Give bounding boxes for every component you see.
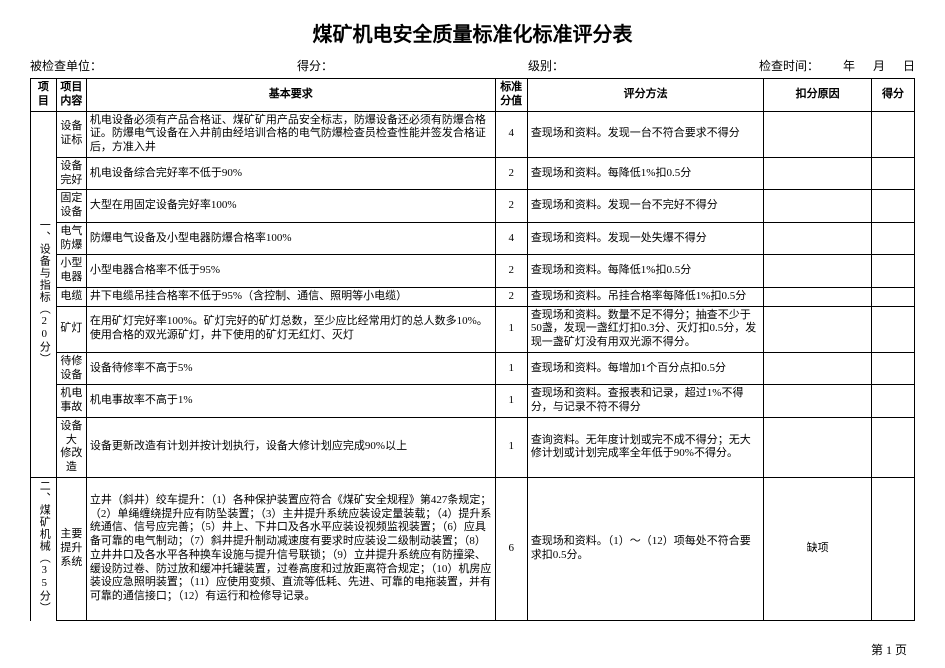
col-method: 评分方法 [527,79,764,112]
col-requirement: 基本要求 [86,79,495,112]
req-cell: 在用矿灯完好率100%。矿灯完好的矿灯总数，至少应比经常用灯的总人数多10%。使… [86,306,495,352]
table-row: 矿灯 在用矿灯完好率100%。矿灯完好的矿灯总数，至少应比经常用灯的总人数多10… [31,306,915,352]
kfyy-cell [764,222,872,255]
sub-label: 电气 防爆 [56,222,86,255]
table-row: 设备 完好 机电设备综合完好率不低于90% 2 查现场和资料。每降低1%扣0.5… [31,157,915,190]
table-row: 一、设备与指标（20分） 设备 证标 机电设备必须有产品合格证、煤矿矿用产品安全… [31,111,915,157]
score-cell: 4 [495,111,527,157]
kfyy-cell [764,157,872,190]
day-label: 日 [903,57,915,74]
df-cell [871,111,914,157]
table-row: 固定 设备 大型在用固定设备完好率100% 2 查现场和资料。发现一台不完好不得… [31,190,915,223]
method-cell: 查现场和资料。每降低1%扣0.5分 [527,157,764,190]
sub-label: 设备大 修改造 [56,417,86,477]
kfyy-cell: 缺项 [764,477,872,620]
kfyy-cell [764,385,872,418]
sub-label: 机电 事故 [56,385,86,418]
df-cell [871,157,914,190]
df-cell [871,190,914,223]
method-cell: 查现场和资料。（1）～（12）项每处不符合要求扣0.5分。 [527,477,764,620]
method-cell: 查现场和资料。每增加1个百分点扣0.5分 [527,352,764,385]
sub-label: 设备 证标 [56,111,86,157]
df-cell [871,385,914,418]
req-cell: 机电事故率不高于1% [86,385,495,418]
kfyy-cell [764,352,872,385]
score-cell: 6 [495,477,527,620]
sub-label: 设备 完好 [56,157,86,190]
score-cell: 1 [495,417,527,477]
req-cell: 大型在用固定设备完好率100% [86,190,495,223]
col-project: 项目 [31,79,57,112]
page-title: 煤矿机电安全质量标准化标准评分表 [30,18,915,47]
page-number: 第 1 页 [871,641,907,658]
sub-label: 电缆 [56,287,86,306]
req-cell: 机电设备必须有产品合格证、煤矿矿用产品安全标志，防爆设备还必须有防爆合格证。防爆… [86,111,495,157]
col-std-score: 标准 分值 [495,79,527,112]
req-cell: 小型电器合格率不低于95% [86,255,495,288]
method-cell: 查现场和资料。吊挂合格率每降低1%扣0.5分 [527,287,764,306]
method-cell: 查现场和资料。发现一台不完好不得分 [527,190,764,223]
score-cell: 2 [495,157,527,190]
df-cell [871,417,914,477]
col-project-content: 项目 内容 [56,79,86,112]
sub-label: 矿灯 [56,306,86,352]
df-cell [871,306,914,352]
df-cell [871,255,914,288]
meta-row: 被检查单位： 得分： 级别： 检查时间： 年 月 日 [30,57,915,74]
sub-label: 小型 电器 [56,255,86,288]
year-label: 年 [843,57,855,74]
score-cell: 1 [495,306,527,352]
table-row: 机电 事故 机电事故率不高于1% 1 查现场和资料。查报表和记录，超过1%不得分… [31,385,915,418]
sub-label: 主要 提升 系统 [56,477,86,620]
df-cell [871,352,914,385]
df-cell [871,287,914,306]
req-cell: 防爆电气设备及小型电器防爆合格率100% [86,222,495,255]
df-cell [871,477,914,620]
method-cell: 查询资料。无年度计划或完不成不得分；无大修计划或计划完成率全年低于90%不得分。 [527,417,764,477]
method-cell: 查现场和资料。发现一处失爆不得分 [527,222,764,255]
group2-label: 二、煤矿机械（35分） [37,480,51,614]
req-cell: 设备更新改造有计划并按计划执行，设备大修计划应完成90%以上 [86,417,495,477]
req-cell: 机电设备综合完好率不低于90% [86,157,495,190]
method-cell: 查现场和资料。查报表和记录，超过1%不得分，与记录不符不得分 [527,385,764,418]
df-cell [871,222,914,255]
req-cell: 井下电缆吊挂合格率不低于95%（含控制、通信、照明等小电缆） [86,287,495,306]
req-cell: 立井（斜井）绞车提升：（1）各种保护装置应符合《煤矿安全规程》第427条规定；（… [86,477,495,620]
req-cell: 设备待修率不高于5% [86,352,495,385]
score-cell: 4 [495,222,527,255]
table-row: 设备大 修改造 设备更新改造有计划并按计划执行，设备大修计划应完成90%以上 1… [31,417,915,477]
table-row: 待修 设备 设备待修率不高于5% 1 查现场和资料。每增加1个百分点扣0.5分 [31,352,915,385]
kfyy-cell [764,306,872,352]
score-cell: 2 [495,287,527,306]
unit-label: 被检查单位： [30,57,102,74]
score-label: 得分： [297,57,333,74]
col-deduction-reason: 扣分原因 [764,79,872,112]
score-cell: 2 [495,255,527,288]
kfyy-cell [764,287,872,306]
method-cell: 查现场和资料。数量不足不得分；抽查不少于50盏，发现一盏红灯扣0.3分、灭灯扣0… [527,306,764,352]
sub-label: 待修 设备 [56,352,86,385]
month-label: 月 [873,57,885,74]
col-score: 得分 [871,79,914,112]
method-cell: 查现场和资料。每降低1%扣0.5分 [527,255,764,288]
score-cell: 1 [495,385,527,418]
table-row: 二、煤矿机械（35分） 主要 提升 系统 立井（斜井）绞车提升：（1）各种保护装… [31,477,915,620]
kfyy-cell [764,111,872,157]
kfyy-cell [764,255,872,288]
table-row: 小型 电器 小型电器合格率不低于95% 2 查现场和资料。每降低1%扣0.5分 [31,255,915,288]
kfyy-cell [764,190,872,223]
score-cell: 2 [495,190,527,223]
kfyy-cell [764,417,872,477]
method-cell: 查现场和资料。发现一台不符合要求不得分 [527,111,764,157]
score-cell: 1 [495,352,527,385]
table-row: 电气 防爆 防爆电气设备及小型电器防爆合格率100% 4 查现场和资料。发现一处… [31,222,915,255]
sub-label: 固定 设备 [56,190,86,223]
table-row: 电缆 井下电缆吊挂合格率不低于95%（含控制、通信、照明等小电缆） 2 查现场和… [31,287,915,306]
time-label: 检查时间： [759,57,819,74]
score-table: 项目 项目 内容 基本要求 标准 分值 评分方法 扣分原因 得分 一、设备与指标… [30,78,915,621]
group1-label: 一、设备与指标（20分） [37,219,51,365]
level-label: 级别： [528,57,564,74]
